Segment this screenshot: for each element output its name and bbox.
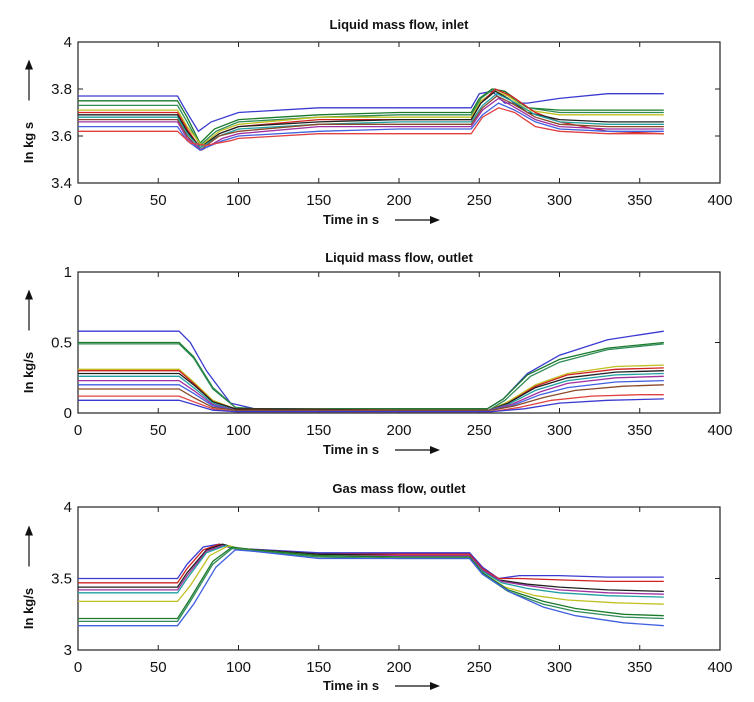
x-axis-label: Time in s: [323, 442, 379, 457]
x-axis-label: Time in s: [323, 212, 379, 227]
y-tick-label: 4: [64, 499, 72, 516]
series-line-9: [78, 379, 664, 411]
series-line-12: [78, 398, 664, 413]
series-line-6: [78, 90, 664, 149]
chart-title: Liquid mass flow, inlet: [330, 17, 470, 32]
series-line-7: [78, 372, 664, 411]
x-tick-label: 200: [386, 422, 411, 439]
series-line-9: [78, 549, 664, 627]
x-tick-label: 300: [547, 659, 572, 676]
series-line-1: [78, 543, 664, 580]
x-axis-arrow-head: [430, 682, 440, 690]
series-line-10: [78, 384, 664, 411]
chart-panel-2: Liquid mass flow, outlet 0 50 100 150 200 250 3…: [21, 250, 733, 457]
chart-title: Liquid mass flow, outlet: [325, 250, 473, 265]
y-tick-label: 1: [64, 264, 72, 281]
x-tick-label: 150: [306, 422, 331, 439]
y-tick-label: 4: [64, 34, 72, 51]
series-line-8: [78, 547, 664, 623]
x-tick-label: 250: [467, 192, 492, 209]
y-axis-arrow-head: [25, 59, 33, 70]
y-axis-label: In kg/s: [21, 352, 36, 393]
series-line-3: [78, 88, 664, 147]
series-line-1: [78, 90, 664, 133]
x-tick-label: 50: [150, 422, 167, 439]
x-tick-label: 350: [627, 659, 652, 676]
x-tick-label: 350: [627, 192, 652, 209]
x-tick-label: 50: [150, 659, 167, 676]
x-tick-label: 250: [467, 422, 492, 439]
x-tick-label: 250: [467, 659, 492, 676]
x-tick-label: 400: [707, 192, 732, 209]
x-tick-label: 0: [74, 422, 82, 439]
x-tick-label: 400: [707, 659, 732, 676]
x-tick-label: 100: [226, 192, 251, 209]
y-axis-label: In kg s: [21, 122, 36, 163]
x-tick-label: 50: [150, 192, 167, 209]
series-line-2: [78, 341, 664, 410]
chart-title: Gas mass flow, outlet: [332, 481, 466, 496]
y-tick-label: 3.5: [51, 571, 72, 588]
x-tick-label: 150: [306, 192, 331, 209]
series-line-8: [78, 375, 664, 411]
x-tick-label: 150: [306, 659, 331, 676]
x-tick-label: 100: [226, 422, 251, 439]
y-tick-label: 3.4: [51, 175, 72, 192]
series-line-5: [78, 88, 664, 149]
x-axis-arrow-head: [430, 216, 440, 224]
series-line-4: [78, 364, 664, 411]
x-axis-label: Time in s: [323, 678, 379, 693]
y-tick-label: 3: [64, 642, 72, 659]
series-line-2: [78, 543, 664, 584]
x-tick-label: 300: [547, 422, 572, 439]
x-tick-label: 200: [386, 659, 411, 676]
x-tick-label: 200: [386, 192, 411, 209]
series-line-7: [78, 546, 664, 620]
series-line-10: [78, 102, 664, 151]
series-line-4: [78, 90, 664, 147]
x-tick-label: 350: [627, 422, 652, 439]
x-tick-label: 100: [226, 659, 251, 676]
x-tick-label: 300: [547, 192, 572, 209]
y-axis-label: In kg/s: [21, 588, 36, 629]
series-line-4: [78, 544, 664, 595]
x-axis-arrow-head: [430, 446, 440, 454]
y-axis-arrow-head: [25, 525, 33, 536]
series-line-11: [78, 107, 664, 147]
y-tick-label: 3.6: [51, 128, 72, 145]
x-tick-label: 0: [74, 192, 82, 209]
y-tick-label: 3.8: [51, 81, 72, 98]
series-line-3: [78, 543, 664, 593]
series-line-7: [78, 92, 664, 149]
y-tick-label: 0: [64, 405, 72, 422]
chart-panel-1: Liquid mass flow, inlet 0 50 100 150 200 250 30…: [21, 17, 733, 227]
y-axis-arrow-head: [25, 289, 33, 300]
x-tick-label: 400: [707, 422, 732, 439]
x-tick-label: 0: [74, 659, 82, 676]
y-tick-label: 0.5: [51, 335, 72, 352]
series-line-2: [78, 88, 664, 145]
chart-panel-3: Gas mass flow, outlet 0 50 100 150 200 250 300 3…: [21, 481, 733, 693]
